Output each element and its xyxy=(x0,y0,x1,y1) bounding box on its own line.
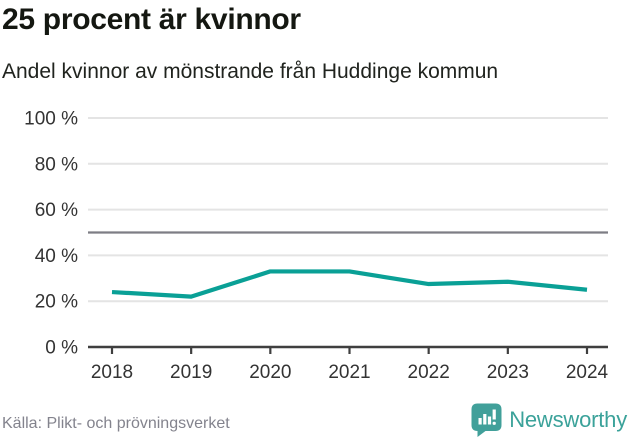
ytick-label: 60 % xyxy=(35,200,78,221)
xtick-label: 2022 xyxy=(408,362,450,383)
chart-subtitle: Andel kvinnor av mönstrande från Hudding… xyxy=(2,60,499,83)
xtick-label: 2023 xyxy=(487,362,529,383)
xtick-label: 2018 xyxy=(91,362,133,383)
newsworthy-wordmark: Newsworthy xyxy=(509,407,627,432)
newsworthy-brand: Newsworthy xyxy=(471,402,627,438)
xtick-label: 2024 xyxy=(566,362,609,383)
page-title: 25 procent är kvinnor xyxy=(2,3,301,36)
ytick-label: 80 % xyxy=(35,154,78,175)
newsworthy-logo-icon xyxy=(471,403,502,437)
ytick-label: 20 % xyxy=(35,292,78,313)
series-line xyxy=(111,269,588,299)
source-note: Källa: Plikt- och prövningsverket xyxy=(2,415,230,432)
xtick-label: 2020 xyxy=(249,362,291,383)
line-chart: 0 % 20 % 40 % 60 % 80 % 100 % 2018 2019 2020 2021… xyxy=(0,100,631,390)
xtick-label: 2021 xyxy=(328,362,370,383)
ytick-label: 40 % xyxy=(35,246,78,267)
line-chart-plot: 0 % 20 % 40 % 60 % 80 % 100 % 2018 2019 2020 2021… xyxy=(24,109,609,384)
ytick-label: 0 % xyxy=(45,338,78,359)
ytick-label: 100 % xyxy=(24,109,78,130)
xtick-label: 2019 xyxy=(170,362,212,383)
